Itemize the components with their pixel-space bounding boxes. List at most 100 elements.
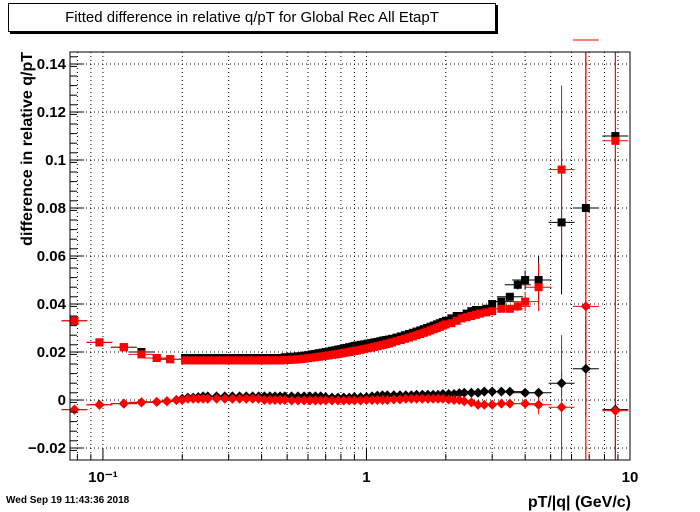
data-point-square	[505, 292, 514, 301]
data-point-square	[611, 136, 620, 145]
data-point-diamond	[227, 393, 238, 404]
data-point-diamond	[459, 396, 470, 407]
data-point-square	[95, 338, 104, 347]
y-tick-label: 0.02	[37, 344, 66, 361]
y-axis-title: difference in relative q/pT	[19, 52, 36, 246]
data-point-square	[447, 314, 456, 323]
grid-lines	[70, 52, 631, 460]
data-point-diamond	[473, 399, 484, 410]
data-point-square	[557, 218, 566, 227]
data-point-square	[482, 308, 491, 317]
data-point-square	[513, 280, 522, 289]
data-point-square	[452, 316, 461, 325]
y-tick-label: 0.06	[37, 248, 66, 265]
data-point-square	[186, 356, 195, 365]
data-point-diamond	[94, 399, 105, 410]
data-point-diamond	[496, 398, 507, 409]
data-point-square	[152, 354, 161, 362]
data-point-square	[196, 356, 205, 365]
data-point-square	[191, 356, 200, 365]
data-point-diamond	[533, 399, 544, 410]
data-point-diamond	[247, 393, 258, 404]
y-tick-label: −0.02	[28, 440, 66, 457]
data-point-square	[119, 343, 128, 352]
data-point-diamond	[610, 405, 621, 416]
data-point-square	[488, 300, 497, 308]
data-point-diamond	[504, 386, 515, 397]
data-point-square	[166, 355, 175, 364]
data-point-square	[441, 320, 450, 329]
data-point-square	[400, 334, 409, 343]
data-point-square	[467, 307, 476, 316]
data-point-diamond	[293, 395, 304, 406]
data-point-diamond	[556, 402, 567, 413]
y-tick-label: 0.08	[37, 200, 66, 217]
data-point-diamond	[361, 395, 372, 405]
data-point-diamond	[367, 395, 378, 405]
data-point-square	[447, 319, 456, 328]
data-point-diamond	[496, 386, 507, 397]
data-point-diamond	[264, 395, 275, 405]
data-point-diamond	[479, 399, 490, 410]
data-point-square	[521, 297, 530, 306]
data-point-diamond	[580, 363, 591, 374]
data-point-diamond	[211, 393, 222, 404]
data-point-diamond	[406, 393, 417, 404]
data-point-square	[70, 316, 79, 325]
data-point-square	[557, 165, 566, 174]
chart-title: Fitted difference in relative q/pT for G…	[8, 3, 496, 32]
data-point-diamond	[279, 395, 290, 405]
data-point-diamond	[504, 398, 515, 409]
y-tick-label: 0	[58, 392, 66, 409]
data-point-diamond	[338, 395, 349, 406]
data-point-square	[534, 283, 543, 292]
data-point-square	[214, 356, 223, 365]
y-tick-label: 0.04	[37, 296, 67, 313]
data-point-square	[476, 309, 485, 318]
data-point-square	[497, 297, 506, 306]
data-point-square	[457, 314, 466, 323]
data-point-diamond	[520, 387, 531, 398]
axes: −0.02 0 0.02 0.04 0.06 0.08 0.1 0.12 0.14 10⁻¹ 1 10	[28, 56, 638, 486]
data-point-square	[488, 307, 497, 316]
y-tick-label: 0.1	[45, 152, 66, 169]
data-point-square	[611, 132, 620, 140]
data-point-square	[513, 302, 522, 311]
data-point-diamond	[182, 393, 193, 404]
data-point-diamond	[388, 394, 399, 405]
data-point-square	[471, 310, 480, 319]
data-point-square	[462, 313, 471, 322]
data-point-square	[467, 312, 476, 320]
data-point-diamond	[136, 397, 147, 408]
data-point-square	[497, 304, 506, 313]
data-point-square	[388, 338, 397, 347]
data-point-diamond	[533, 387, 544, 398]
data-point-diamond	[382, 395, 393, 405]
data-point-diamond	[259, 395, 270, 405]
data-point-diamond	[219, 393, 230, 404]
x-tick-label: 1	[362, 469, 370, 486]
data-point-diamond	[520, 398, 531, 409]
data-point-square	[471, 306, 480, 314]
data-point-square	[181, 356, 190, 365]
data-point-square	[396, 336, 405, 344]
data-point-diamond	[459, 387, 470, 398]
data-point-square	[210, 356, 219, 365]
data-point-diamond	[188, 393, 199, 404]
data-point-square	[452, 312, 461, 320]
data-point-diamond	[304, 395, 315, 406]
data-point-diamond	[428, 393, 439, 404]
data-point-diamond	[411, 393, 422, 404]
data-point-diamond	[580, 301, 591, 312]
data-point-diamond	[355, 395, 366, 406]
data-point-diamond	[327, 395, 338, 406]
data-point-diamond	[171, 395, 182, 405]
data-point-diamond	[372, 395, 383, 405]
data-point-square	[505, 304, 514, 313]
data-point-diamond	[400, 393, 411, 404]
data-point-square	[521, 276, 530, 284]
data-point-diamond	[443, 389, 454, 399]
data-point-square	[206, 356, 215, 365]
data-point-diamond	[320, 395, 331, 406]
